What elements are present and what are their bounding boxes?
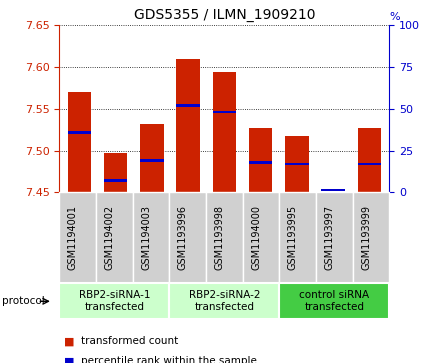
Bar bbox=[285, 163, 309, 165]
Bar bbox=[104, 153, 128, 192]
Bar bbox=[358, 163, 381, 165]
Text: transformed count: transformed count bbox=[81, 336, 179, 346]
Text: RBP2-siRNA-1
transfected: RBP2-siRNA-1 transfected bbox=[79, 290, 150, 312]
Title: GDS5355 / ILMN_1909210: GDS5355 / ILMN_1909210 bbox=[134, 8, 315, 22]
Text: GSM1193998: GSM1193998 bbox=[214, 205, 224, 270]
Text: GSM1194003: GSM1194003 bbox=[141, 205, 151, 270]
Text: control siRNA
transfected: control siRNA transfected bbox=[299, 290, 370, 312]
Bar bbox=[285, 136, 309, 192]
Bar bbox=[176, 104, 200, 107]
Text: percentile rank within the sample: percentile rank within the sample bbox=[81, 356, 257, 363]
Text: GSM1193995: GSM1193995 bbox=[288, 205, 298, 270]
Bar bbox=[321, 189, 345, 191]
Text: GSM1194001: GSM1194001 bbox=[68, 205, 78, 270]
Bar bbox=[176, 59, 200, 192]
Text: GSM1193997: GSM1193997 bbox=[324, 205, 334, 270]
Text: GSM1193999: GSM1193999 bbox=[361, 205, 371, 270]
Bar bbox=[68, 92, 91, 192]
Bar bbox=[249, 161, 272, 164]
Text: %: % bbox=[389, 12, 400, 22]
Text: protocol: protocol bbox=[2, 296, 45, 306]
Text: GSM1193996: GSM1193996 bbox=[178, 205, 188, 270]
Text: GSM1194002: GSM1194002 bbox=[104, 205, 114, 270]
Text: ■: ■ bbox=[64, 356, 74, 363]
Bar bbox=[104, 179, 128, 182]
Bar bbox=[213, 111, 236, 114]
Text: RBP2-siRNA-2
transfected: RBP2-siRNA-2 transfected bbox=[189, 290, 260, 312]
Text: ■: ■ bbox=[64, 336, 74, 346]
Bar bbox=[358, 128, 381, 192]
Bar bbox=[68, 131, 91, 134]
Bar bbox=[140, 124, 164, 192]
Bar bbox=[140, 159, 164, 162]
Text: GSM1194000: GSM1194000 bbox=[251, 205, 261, 270]
Bar bbox=[249, 128, 272, 192]
Bar bbox=[213, 72, 236, 192]
